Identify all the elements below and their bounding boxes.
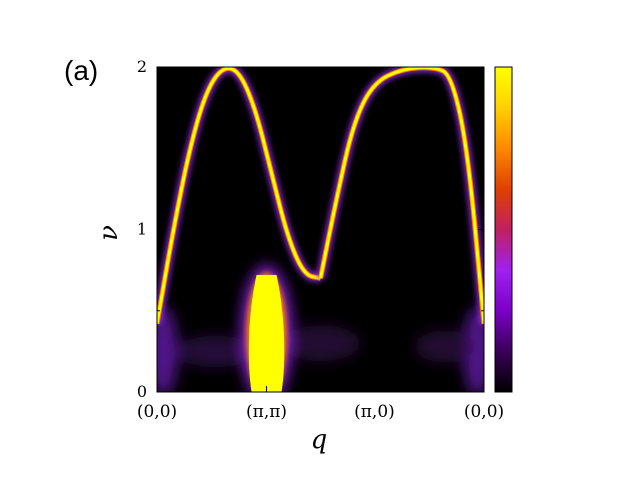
y-axis-label: ν bbox=[94, 225, 124, 241]
y-tick-label: 0 bbox=[137, 382, 147, 401]
high-intensity-region bbox=[240, 67, 293, 392]
x-tick-label: (π,π) bbox=[246, 402, 287, 422]
continuum-glow bbox=[157, 306, 484, 392]
lower-right-glow bbox=[414, 330, 475, 363]
colorbar bbox=[494, 66, 513, 393]
dispersion-branch-1-line bbox=[157, 67, 321, 325]
x-tick-label: (0,0) bbox=[137, 402, 177, 422]
left-edge-glow bbox=[157, 306, 178, 392]
panel-label: (a) bbox=[64, 55, 98, 86]
lower-left-glow bbox=[177, 335, 254, 368]
dispersion-branch-2 bbox=[316, 67, 484, 325]
heatmap-layer bbox=[157, 67, 484, 392]
x-axis-label: q bbox=[311, 425, 328, 455]
dispersion-branch-1 bbox=[157, 67, 322, 325]
y-tick-label: 2 bbox=[137, 57, 147, 76]
axis-ticks: 0 1 2 (0,0) (π,π) (π,0) (0,0) bbox=[137, 57, 504, 422]
x-tick-label: (0,0) bbox=[464, 402, 504, 422]
dispersion-branch-2-line bbox=[319, 67, 484, 324]
hot-region-core bbox=[248, 275, 285, 392]
y-tick-label: 1 bbox=[137, 220, 147, 239]
lower-mid-glow bbox=[280, 325, 361, 362]
x-tick-label: (π,0) bbox=[354, 402, 395, 422]
